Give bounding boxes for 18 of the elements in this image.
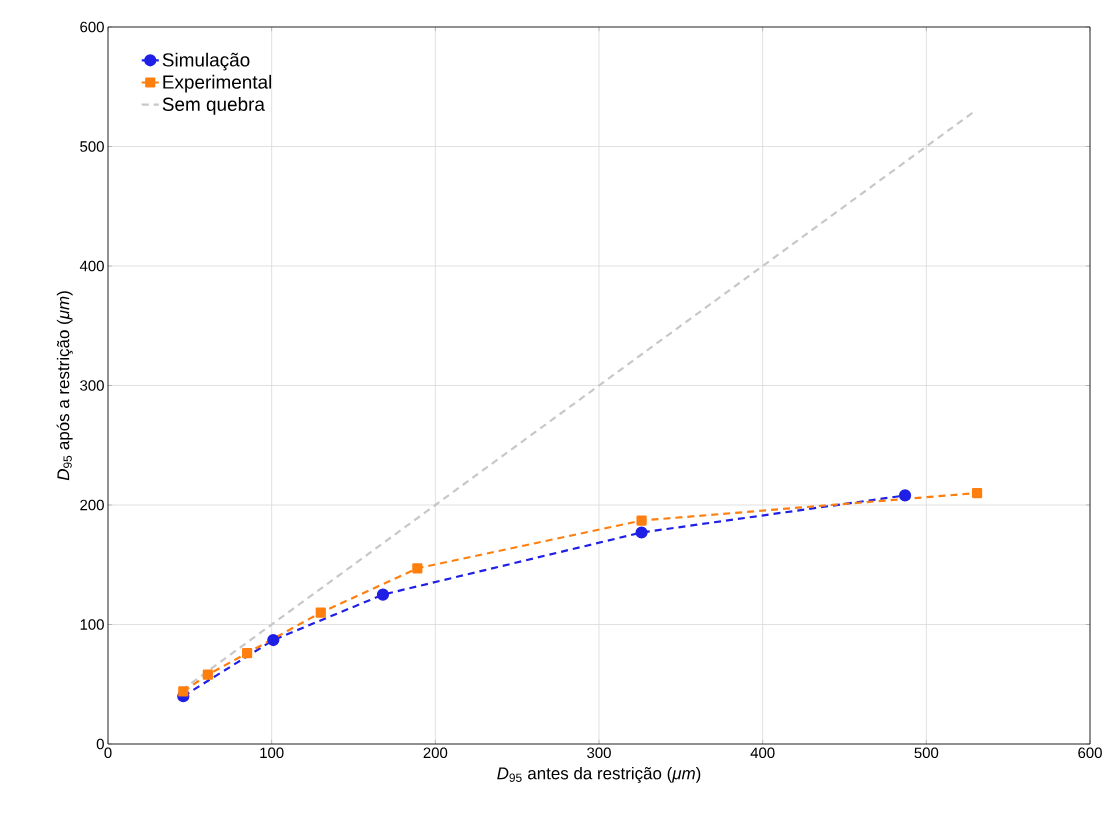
x-axis-title: D$_{95}$ antes da restrição (μm) <box>497 766 701 783</box>
legend-label: Sem quebra <box>162 97 265 115</box>
y-tick-label: 600 <box>80 21 104 33</box>
y-tick-label: 100 <box>80 619 104 630</box>
y-tick-label: 300 <box>80 380 104 391</box>
x-tick-label: 600 <box>1078 747 1102 759</box>
y-tick-label: 200 <box>80 499 104 511</box>
legend-label: Experimental <box>163 74 272 93</box>
y-tick-label: 0 <box>96 738 104 750</box>
x-tick-label: 0 <box>104 747 112 759</box>
y-tick-label: 400 <box>79 260 104 272</box>
x-tick-label: 500 <box>914 747 939 759</box>
y-tick-label: 500 <box>80 141 104 152</box>
x-tick-label: 100 <box>260 747 284 759</box>
x-tick-label: 400 <box>750 747 775 759</box>
legend-label: Simulação <box>162 52 250 71</box>
x-tick-label: 200 <box>423 747 448 759</box>
x-tick-label: 300 <box>587 747 611 759</box>
